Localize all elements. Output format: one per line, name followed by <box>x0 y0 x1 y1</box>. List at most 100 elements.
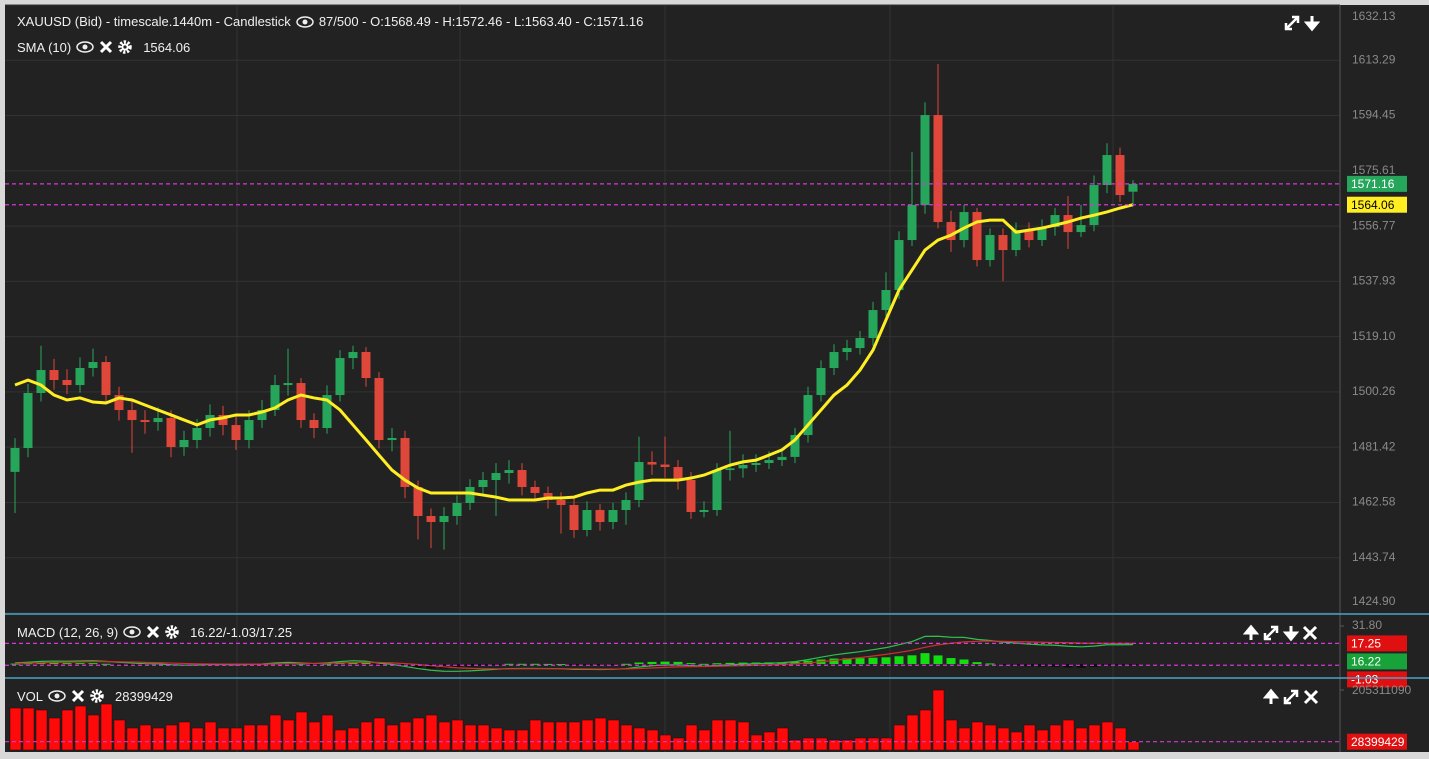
price-badge <box>1347 175 1407 192</box>
indicator-name: SMA (10) <box>17 39 72 55</box>
price-badge-label: -1.03 <box>1351 673 1379 687</box>
volume-bar <box>503 729 516 751</box>
maximize-icon[interactable] <box>1283 14 1301 32</box>
volume-bar <box>646 729 659 751</box>
candle-body <box>62 380 72 386</box>
candle-body <box>556 500 566 506</box>
volume-bar <box>191 727 204 751</box>
move-down-icon[interactable] <box>1283 624 1299 642</box>
histogram-bar <box>634 662 644 665</box>
price-badge <box>1347 653 1407 670</box>
move-up-icon[interactable] <box>1243 624 1259 642</box>
volume-bar <box>789 739 802 751</box>
volume-bar <box>919 709 932 751</box>
candle-body <box>595 510 605 523</box>
volume-bar <box>1062 719 1075 751</box>
move-up-icon[interactable] <box>1263 688 1279 706</box>
candle-body <box>673 467 683 481</box>
volume-bar <box>1088 724 1101 751</box>
volume-bar <box>737 721 750 751</box>
macd-header: MACD (12, 26, 9) 16.22/-1.03/17.25 <box>17 624 292 640</box>
volume-bar <box>984 724 997 751</box>
candle-body <box>413 487 423 517</box>
y-tick-label: 1500.26 <box>1352 384 1396 398</box>
histogram-bar <box>699 663 709 665</box>
histogram-bar <box>1128 664 1138 666</box>
volume-bar <box>178 721 191 751</box>
settings-icon[interactable] <box>117 39 133 55</box>
eye-icon[interactable] <box>75 40 95 54</box>
price-badge <box>1347 671 1407 688</box>
candle-body <box>166 418 176 448</box>
candle-body <box>374 378 384 441</box>
close-icon[interactable] <box>1302 624 1318 642</box>
histogram-bar <box>10 663 20 665</box>
volume-bar <box>711 719 724 751</box>
close-icon[interactable] <box>146 625 160 639</box>
histogram-bar <box>374 664 384 666</box>
volume-bar <box>438 721 451 751</box>
volume-bar <box>1114 727 1127 751</box>
candle-body <box>517 470 527 488</box>
histogram-bar <box>36 662 46 665</box>
y-tick-label: 205311090 <box>1352 683 1412 697</box>
histogram-bar <box>114 664 124 666</box>
histogram-bar <box>907 655 917 665</box>
candle-body <box>985 235 995 261</box>
histogram-bar <box>127 664 137 666</box>
move-down-icon[interactable] <box>1304 14 1320 32</box>
candle-body <box>972 212 982 261</box>
maximize-icon[interactable] <box>1262 624 1280 642</box>
background <box>5 5 1429 752</box>
eye-icon[interactable] <box>122 625 142 639</box>
histogram-bar <box>101 663 111 665</box>
histogram-bar <box>361 662 371 665</box>
histogram-bar <box>491 664 501 666</box>
candle-body <box>1102 155 1112 186</box>
volume-bar <box>620 724 633 751</box>
volume-bar <box>828 739 841 751</box>
volume-bar <box>763 731 776 751</box>
histogram-bar <box>62 663 72 665</box>
candle-body <box>348 352 358 359</box>
indicator-value: 28399429 <box>115 688 173 704</box>
maximize-icon[interactable] <box>1282 688 1300 706</box>
settings-icon[interactable] <box>89 688 105 704</box>
volume-bar <box>802 737 815 751</box>
volume-bar <box>633 727 646 751</box>
close-icon[interactable] <box>99 40 113 54</box>
price-badge <box>1347 196 1407 213</box>
y-tick-label: 1556.77 <box>1352 218 1396 232</box>
volume-bar <box>568 721 581 751</box>
settings-icon[interactable] <box>164 624 180 640</box>
chart-title: XAUUSD (Bid) - timescale.1440m - Candles… <box>17 14 291 29</box>
candle-body <box>101 362 111 396</box>
histogram-bar <box>1076 664 1086 668</box>
eye-icon[interactable] <box>47 689 67 703</box>
price-badge-label: 17.25 <box>1351 637 1381 651</box>
histogram-bar <box>868 657 878 665</box>
candle-body <box>387 438 397 441</box>
candle-body <box>660 464 670 468</box>
macd-controls <box>1243 624 1318 642</box>
indicator-name: VOL <box>17 688 44 704</box>
volume-header: VOL 28399429 <box>17 688 173 704</box>
candle-body <box>751 463 761 466</box>
volume-bar <box>165 724 178 751</box>
volume-bar <box>100 703 113 751</box>
sma-header: SMA (10) 1564.06 <box>17 39 190 55</box>
candle-body <box>322 395 332 429</box>
histogram-bar <box>530 663 540 665</box>
candle-body <box>296 383 306 421</box>
close-icon[interactable] <box>1303 688 1319 706</box>
eye-icon[interactable] <box>295 15 315 29</box>
histogram-bar <box>608 664 618 666</box>
volume-bar <box>945 719 958 751</box>
candle-body <box>465 487 475 504</box>
candle-body <box>75 368 85 386</box>
volume-bar <box>542 721 555 751</box>
price-badge-label: 28399429 <box>1351 735 1405 749</box>
close-icon[interactable] <box>71 689 85 703</box>
